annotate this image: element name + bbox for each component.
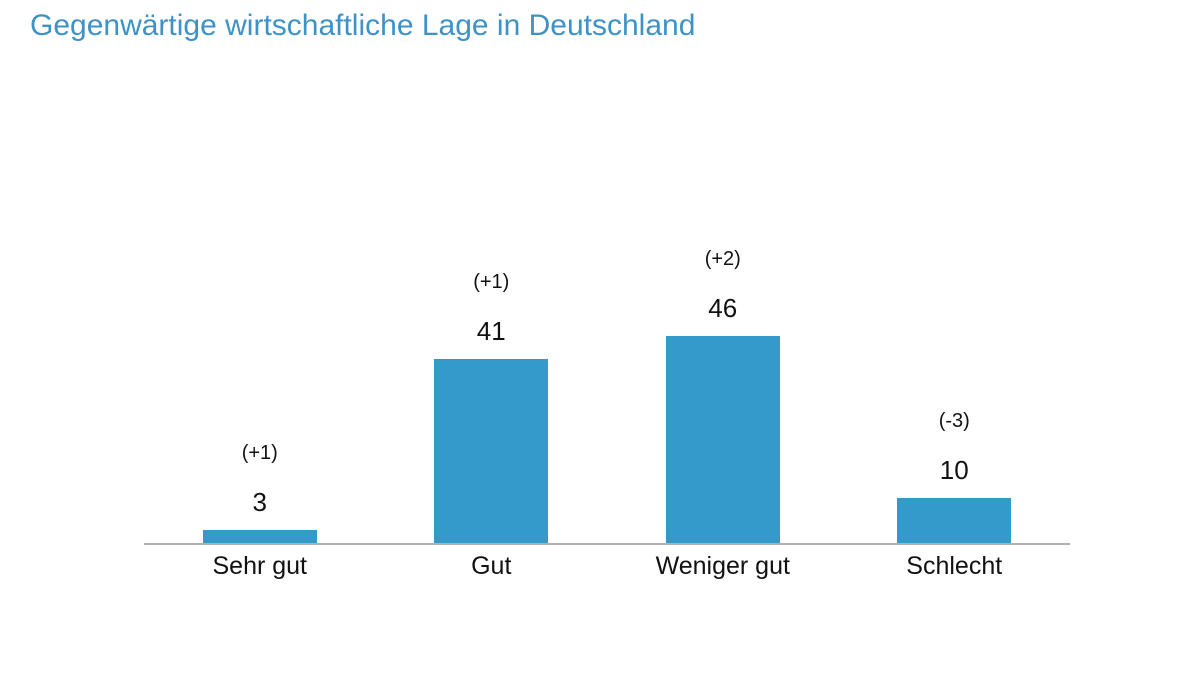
bar-group-weniger-gut: (+2) 46: [607, 247, 839, 543]
change-label: (+1): [241, 441, 278, 464]
bar-group-gut: (+1) 41: [376, 270, 608, 543]
bar-group-sehr-gut: (+1) 3: [144, 441, 376, 543]
category-label-schlecht: Schlecht: [906, 552, 1003, 580]
value-label: 3: [252, 486, 267, 517]
category-label-sehr-gut: Sehr gut: [212, 552, 307, 580]
plot-area: (+1) 3 (+1) 41 (+2) 46 (-3) 10: [144, 148, 1070, 545]
bar-schlecht: [897, 498, 1012, 543]
value-label: 41: [476, 315, 506, 346]
bar-weniger-gut: [665, 336, 780, 543]
category-axis: Sehr gut Gut Weniger gut Schlecht: [144, 551, 1070, 581]
value-label: 46: [708, 293, 738, 323]
change-label: (+2): [704, 248, 741, 270]
value-label: 10: [939, 455, 969, 485]
bar-gut: [434, 358, 549, 543]
chart-title: Gegenwärtige wirtschaftliche Lage in Deu…: [30, 9, 696, 42]
change-label: (+1): [473, 270, 510, 293]
bar-group-schlecht: (-3) 10: [839, 409, 1071, 543]
change-label: (-3): [938, 410, 970, 432]
category-label-gut: Gut: [471, 552, 512, 580]
bar-sehr-gut: [202, 529, 317, 543]
category-label-weniger-gut: Weniger gut: [655, 552, 790, 580]
